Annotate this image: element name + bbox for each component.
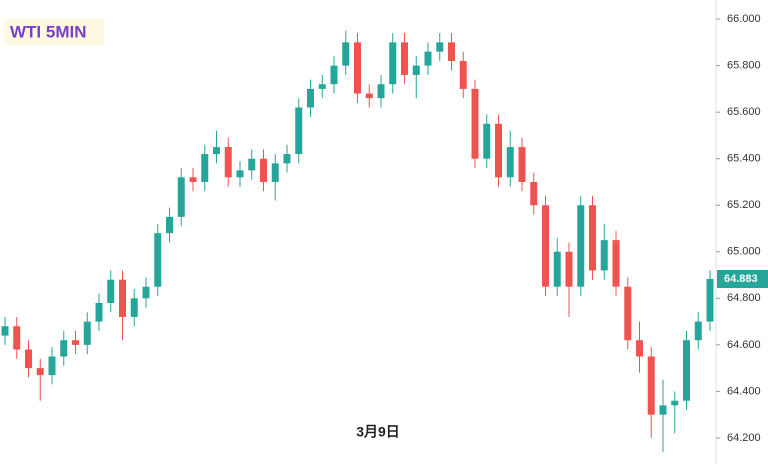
candle-body xyxy=(248,158,256,171)
candle-body xyxy=(36,368,44,376)
candle-body xyxy=(166,216,173,234)
candle-body xyxy=(612,240,620,287)
candle-body xyxy=(48,356,56,376)
y-tick-label: 65.000 xyxy=(727,246,761,258)
candle-body xyxy=(495,123,502,178)
candle-body xyxy=(565,251,573,287)
candle-body xyxy=(330,65,338,85)
candle-body xyxy=(706,279,714,322)
candle-body xyxy=(283,154,291,164)
candle-body xyxy=(577,205,585,287)
candle-body xyxy=(260,158,267,182)
candle-body xyxy=(553,251,561,287)
y-tick-label: 65.800 xyxy=(727,60,761,72)
y-tick-label: 64.600 xyxy=(727,339,761,351)
candle-body xyxy=(1,326,9,336)
candle-body xyxy=(624,286,632,341)
candle-body xyxy=(377,84,385,99)
candle-body xyxy=(518,147,526,182)
candle-body xyxy=(401,42,408,75)
candle-body xyxy=(506,147,514,178)
candle-body xyxy=(424,51,432,66)
candle-body xyxy=(436,42,444,52)
candle-body xyxy=(600,240,608,271)
candle-body xyxy=(189,177,197,182)
candle-body xyxy=(236,170,244,178)
candle-body xyxy=(25,349,32,369)
candle-body xyxy=(95,302,103,322)
candle-body xyxy=(365,93,373,99)
candle-body xyxy=(201,154,209,182)
candle-body xyxy=(60,340,68,357)
candle-body xyxy=(318,84,326,89)
candle-body xyxy=(224,147,232,178)
candle-body xyxy=(542,205,549,287)
candle-body xyxy=(471,88,479,159)
y-tick-label: 64.400 xyxy=(727,385,761,397)
candle-body xyxy=(271,163,279,182)
y-tick-label: 66.000 xyxy=(727,13,761,25)
candle-body xyxy=(83,321,91,345)
candle-body xyxy=(307,88,314,108)
y-tick-label: 64.200 xyxy=(727,432,761,444)
candle-body xyxy=(13,326,21,350)
candle-body xyxy=(671,400,679,406)
candle-body xyxy=(647,356,655,415)
date-label: 3月9日 xyxy=(356,424,400,440)
candle-body xyxy=(448,42,455,61)
candle-body xyxy=(354,42,361,94)
chart-title: WTI 5MIN xyxy=(10,22,87,41)
candle-body xyxy=(636,340,643,357)
candle-body xyxy=(177,177,185,217)
candle-body xyxy=(107,279,115,303)
last-price-label: 64.883 xyxy=(724,273,758,285)
candle-body xyxy=(589,205,596,271)
candle-body xyxy=(154,233,162,287)
candle-body xyxy=(72,340,79,345)
candle-body xyxy=(342,42,350,66)
y-tick-label: 65.400 xyxy=(727,153,761,165)
candle-body xyxy=(694,321,702,341)
candle-body xyxy=(142,286,150,299)
title-bg xyxy=(4,19,104,45)
candle-body xyxy=(412,65,420,75)
y-tick-label: 65.600 xyxy=(727,106,761,118)
y-tick-label: 65.200 xyxy=(727,199,761,211)
candle-body xyxy=(683,340,690,401)
candle-body xyxy=(130,298,138,317)
candle-body xyxy=(295,107,303,155)
candle-body xyxy=(659,405,667,415)
y-tick-label: 64.800 xyxy=(727,292,761,304)
candle-body xyxy=(119,279,126,317)
candle-body xyxy=(213,147,220,155)
candle-body xyxy=(483,123,491,159)
candle-body xyxy=(389,42,397,85)
candle-body xyxy=(459,60,467,89)
last-price-box xyxy=(717,270,768,289)
candle-body xyxy=(530,181,538,206)
